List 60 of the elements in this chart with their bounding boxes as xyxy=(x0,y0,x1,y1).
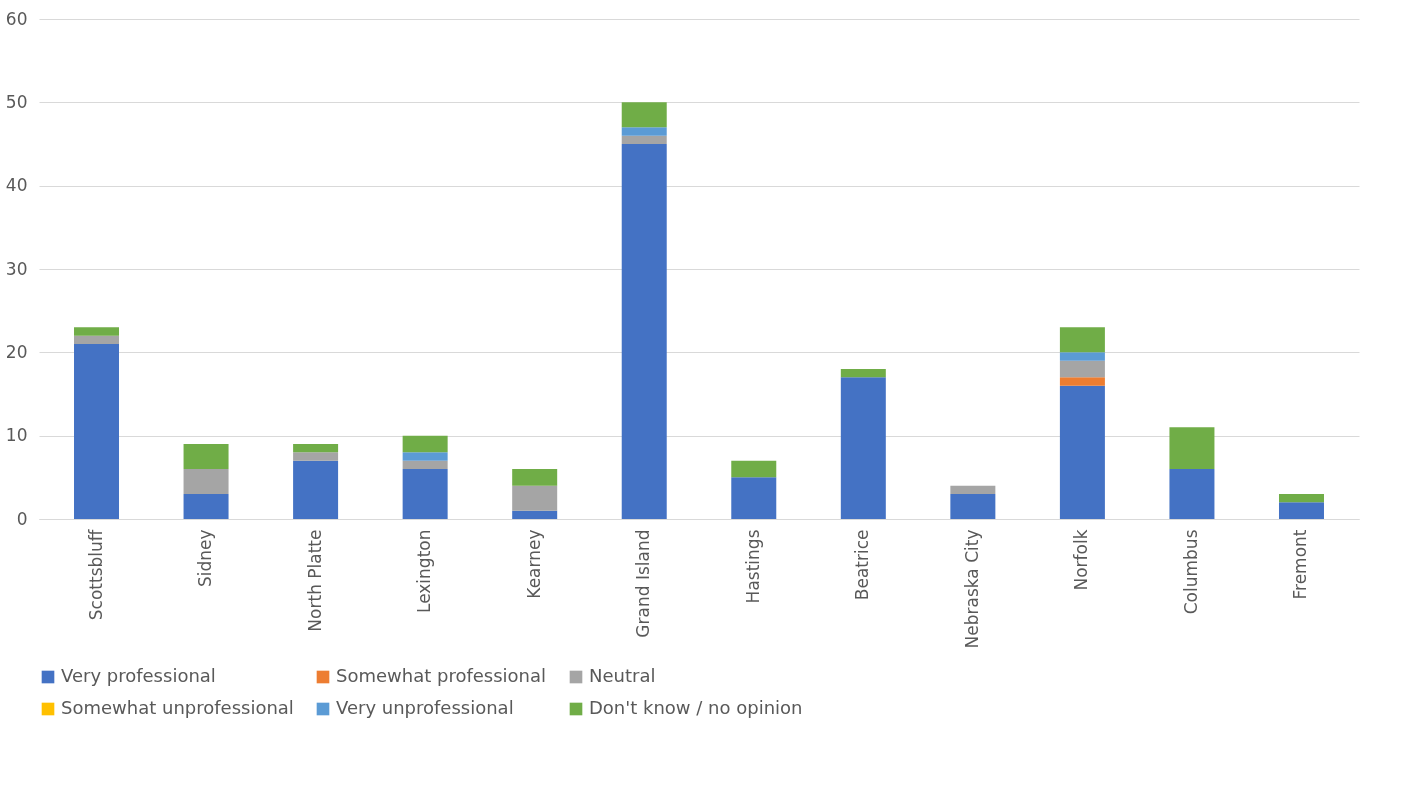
y-tick-label: 60 xyxy=(5,8,28,29)
bar xyxy=(183,469,229,494)
bar xyxy=(512,485,558,511)
x-tick-label: North Platte xyxy=(304,529,325,632)
y-tick-label: 10 xyxy=(5,425,28,446)
bar xyxy=(840,377,886,519)
bar xyxy=(183,444,229,469)
x-tick-label: Fremont xyxy=(1290,529,1311,600)
bar xyxy=(402,435,448,453)
bar xyxy=(74,335,120,344)
bar xyxy=(1169,427,1215,469)
bar xyxy=(731,460,777,478)
bar xyxy=(1278,502,1324,519)
bar xyxy=(512,469,558,486)
bar xyxy=(183,494,229,519)
bar xyxy=(1059,352,1105,361)
legend-label: Very professional xyxy=(61,665,216,686)
y-tick-label: 50 xyxy=(5,91,28,112)
x-tick-label: Nebraska City xyxy=(961,529,982,649)
bar xyxy=(402,460,448,469)
x-tick-label: Grand Island xyxy=(633,529,654,638)
bar xyxy=(1169,469,1215,519)
bar xyxy=(1059,377,1105,386)
x-tick-label: Sidney xyxy=(195,529,216,588)
bar xyxy=(621,127,667,136)
bar xyxy=(1059,385,1105,519)
bar xyxy=(402,469,448,519)
x-tick-label: Columbus xyxy=(1180,529,1201,615)
bar xyxy=(293,452,339,461)
bar xyxy=(293,460,339,519)
bar xyxy=(731,477,777,519)
y-tick-label: 40 xyxy=(5,175,28,196)
bar xyxy=(74,327,120,336)
legend-label: Somewhat professional xyxy=(336,665,547,686)
x-tick-label: Hastings xyxy=(742,529,763,604)
legend-label: Very unprofessional xyxy=(336,697,514,718)
y-tick-label: 30 xyxy=(5,258,28,279)
bar xyxy=(74,344,120,519)
bar xyxy=(1059,327,1105,353)
legend-label: Somewhat unprofessional xyxy=(61,697,294,718)
x-tick-label: Lexington xyxy=(414,529,435,614)
bar xyxy=(950,494,996,519)
legend-label: Don't know / no opinion xyxy=(589,697,803,718)
x-tick-label: Norfolk xyxy=(1071,529,1092,591)
bar xyxy=(950,485,996,494)
bar xyxy=(512,510,558,519)
x-tick-label: Beatrice xyxy=(852,529,873,601)
y-tick-label: 0 xyxy=(16,508,28,529)
bar xyxy=(621,144,667,519)
bar xyxy=(621,102,667,128)
bar xyxy=(1278,494,1324,503)
bar xyxy=(402,452,448,461)
bar xyxy=(1059,360,1105,378)
bar xyxy=(293,444,339,453)
legend-label: Neutral xyxy=(589,665,656,686)
bar xyxy=(840,369,886,378)
bar xyxy=(621,135,667,144)
y-tick-label: 20 xyxy=(5,341,28,362)
x-tick-label: Scottsbluff xyxy=(85,528,106,621)
x-tick-label: Kearney xyxy=(523,529,544,599)
